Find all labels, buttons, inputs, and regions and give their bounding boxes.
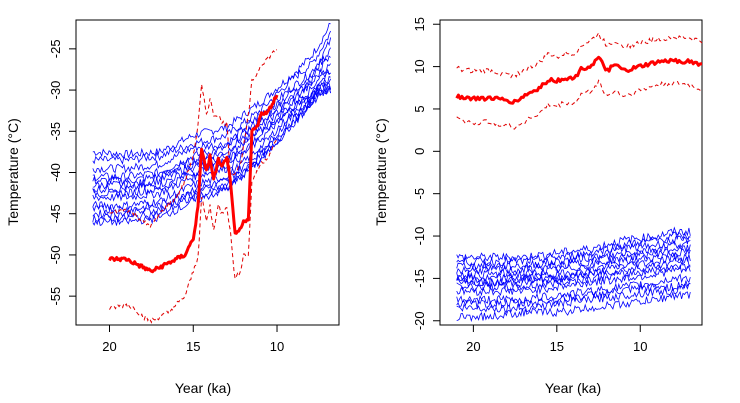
left-reconstruction [108, 49, 279, 324]
lower-bound-line [456, 79, 703, 130]
ensemble-line-7 [456, 252, 691, 289]
ensemble-line-1 [456, 226, 691, 263]
left-y-axis-title: Temperature (°C) [5, 118, 21, 226]
ensemble-line-14 [456, 290, 691, 323]
y-tick-label: -35 [48, 122, 63, 141]
ensemble-line-11 [456, 273, 691, 306]
ensemble-line-3 [456, 235, 691, 271]
ensemble-line-14 [92, 86, 331, 226]
x-tick-label: 10 [270, 339, 284, 354]
x-tick-label: 20 [102, 339, 116, 354]
y-tick-label: 10 [412, 59, 427, 73]
ensemble-line-6 [456, 248, 691, 283]
y-tick-label: 15 [412, 17, 427, 31]
lower-bound-line [109, 139, 278, 324]
right-x-ticks: 20 15 10 [466, 325, 647, 354]
y-tick-label: -15 [412, 269, 427, 288]
y-tick-label: 0 [412, 148, 427, 155]
y-tick-label: -20 [412, 311, 427, 330]
upper-bound-line [456, 31, 703, 79]
y-tick-label: -45 [48, 204, 63, 223]
right-x-axis-title: Year (ka) [545, 380, 601, 396]
ensemble-line-11 [92, 82, 331, 215]
right-ensemble-lines [456, 226, 691, 323]
reconstruction-line [455, 55, 703, 105]
left-panel: 20 15 10 -55 -50 -45 -40 -35 -30 -25 Year (ka) T… [5, 19, 340, 396]
ensemble-line-12 [456, 280, 691, 309]
reconstruction-line [108, 94, 279, 274]
y-tick-label: 5 [412, 105, 427, 112]
ensemble-line-10 [456, 264, 691, 297]
y-tick-label: -10 [412, 227, 427, 246]
left-y-ticks: -55 -50 -45 -40 -35 -30 -25 [48, 39, 76, 306]
ensemble-line-9 [456, 261, 691, 293]
right-reconstruction [455, 31, 703, 130]
ensemble-line-4 [456, 240, 691, 276]
ensemble-line-3 [92, 37, 331, 174]
ensemble-line-2 [92, 30, 331, 165]
x-tick-label: 15 [186, 339, 200, 354]
right-y-axis-title: Temperature (°C) [373, 118, 389, 226]
ensemble-line-4 [92, 47, 331, 182]
right-plot-frame [439, 19, 703, 326]
y-tick-label: -40 [48, 163, 63, 182]
left-ensemble-lines [92, 22, 331, 226]
right-panel: 20 15 10 -20 -15 -10 -5 0 5 10 15 Year (ka) Tempe… [373, 17, 703, 396]
ensemble-line-8 [456, 256, 691, 289]
y-tick-label: -30 [48, 81, 63, 100]
x-tick-label: 20 [466, 339, 480, 354]
ensemble-line-5 [456, 243, 691, 280]
x-tick-label: 10 [633, 339, 647, 354]
left-x-axis-title: Year (ka) [175, 380, 231, 396]
y-tick-label: -25 [48, 39, 63, 58]
y-tick-label: -5 [412, 188, 427, 200]
x-tick-label: 15 [550, 339, 564, 354]
right-y-ticks: -20 -15 -10 -5 0 5 10 15 [412, 17, 440, 330]
left-x-ticks: 20 15 10 [102, 325, 284, 354]
y-tick-label: -55 [48, 287, 63, 306]
ensemble-line-13 [456, 283, 691, 314]
y-tick-label: -50 [48, 246, 63, 265]
